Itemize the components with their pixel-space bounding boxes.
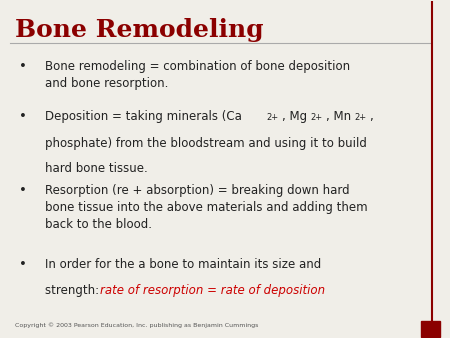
Text: Deposition = taking minerals (Ca: Deposition = taking minerals (Ca	[45, 110, 242, 123]
Text: , Mn: , Mn	[326, 110, 351, 123]
Text: Resorption (re + absorption) = breaking down hard
bone tissue into the above mat: Resorption (re + absorption) = breaking …	[45, 184, 368, 231]
Text: 2+: 2+	[310, 113, 323, 122]
Text: In order for the a bone to maintain its size and: In order for the a bone to maintain its …	[45, 258, 321, 271]
Bar	[421, 320, 440, 337]
Text: 2+: 2+	[354, 113, 366, 122]
Text: Bone remodeling = combination of bone deposition
and bone resorption.: Bone remodeling = combination of bone de…	[45, 60, 351, 90]
Text: •: •	[19, 258, 27, 271]
Text: , Mg: , Mg	[282, 110, 307, 123]
Text: •: •	[19, 184, 27, 197]
Text: Bone Remodeling: Bone Remodeling	[14, 18, 263, 42]
Text: rate of resorption = rate of deposition: rate of resorption = rate of deposition	[100, 284, 326, 297]
Text: strength:: strength:	[45, 284, 103, 297]
Text: hard bone tissue.: hard bone tissue.	[45, 162, 148, 175]
Text: Copyright © 2003 Pearson Education, Inc. publishing as Benjamin Cummings: Copyright © 2003 Pearson Education, Inc.…	[14, 322, 258, 328]
Text: 2+: 2+	[267, 113, 279, 122]
Text: •: •	[19, 110, 27, 123]
Text: •: •	[19, 60, 27, 73]
Text: ,: ,	[369, 110, 373, 123]
Text: phosphate) from the bloodstream and using it to build: phosphate) from the bloodstream and usin…	[45, 137, 367, 150]
